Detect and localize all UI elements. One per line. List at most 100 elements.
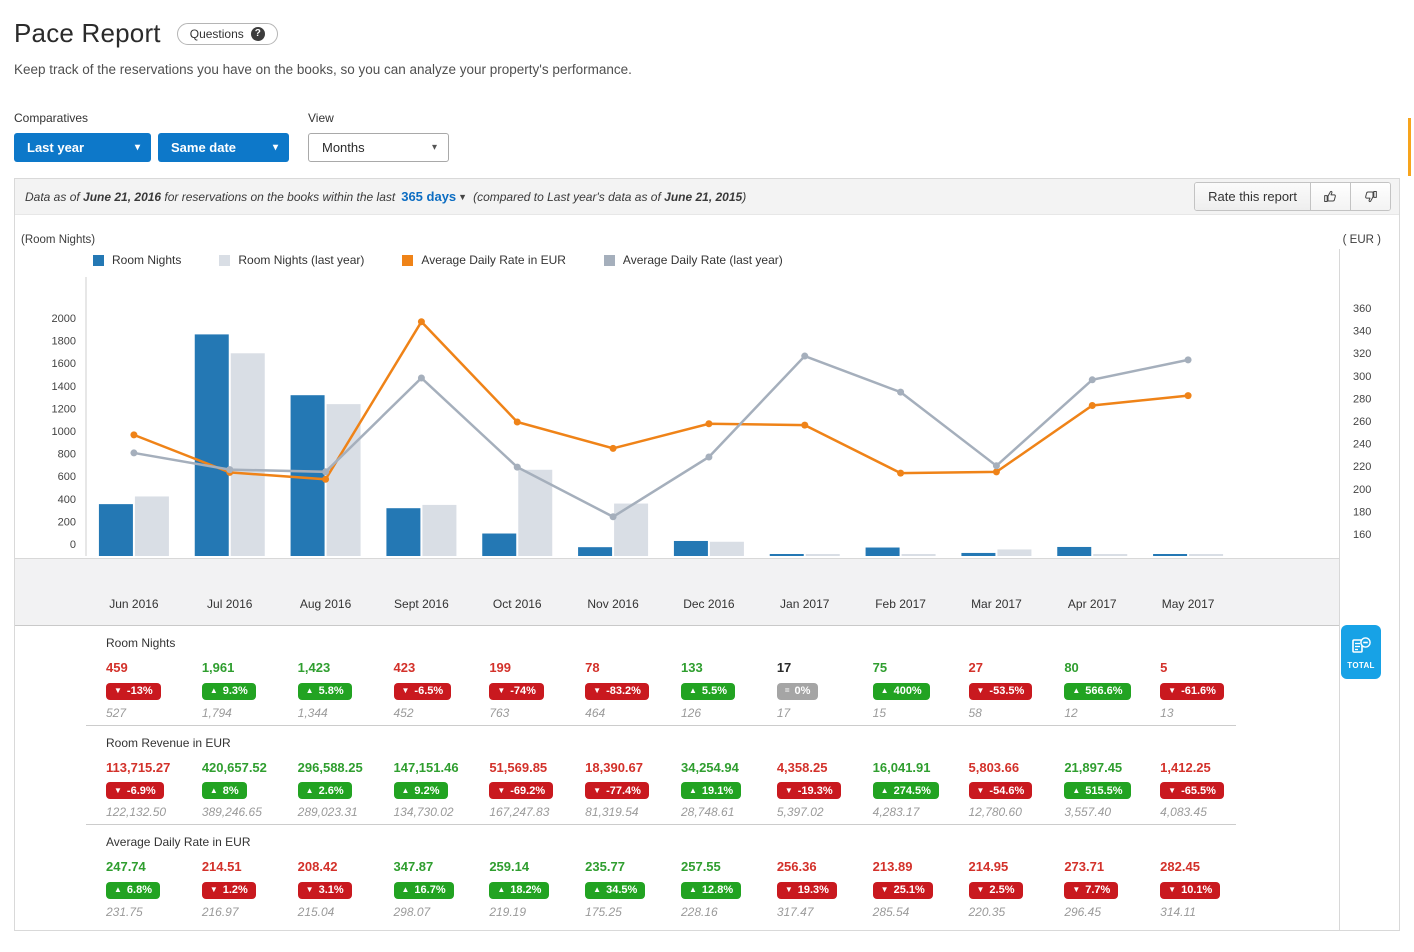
line-point[interactable] bbox=[992, 462, 1000, 470]
thumbs-down-button[interactable] bbox=[1350, 183, 1390, 210]
metric-cell: 133 ▲ 5.5% 126 bbox=[661, 660, 757, 720]
trend-down-icon: ▼ bbox=[593, 686, 602, 695]
line-point[interactable] bbox=[130, 431, 138, 439]
trend-badge: ▲ 400% bbox=[872, 682, 930, 700]
line-point[interactable] bbox=[226, 466, 234, 474]
metric-cell: 51,569.85 ▼ -69.2% 167,247.83 bbox=[469, 760, 565, 819]
trend-badge: ▼ -77.4% bbox=[585, 782, 649, 799]
trend-down-icon: ▼ bbox=[1168, 885, 1177, 894]
last-year-value: 58 bbox=[968, 705, 982, 720]
metric-cell: 5,803.66 ▼ -54.6% 12,780.60 bbox=[949, 760, 1045, 819]
line-point[interactable] bbox=[513, 418, 521, 426]
line-point[interactable] bbox=[130, 449, 138, 457]
trend-up-icon: ▲ bbox=[401, 885, 410, 894]
line-point[interactable] bbox=[513, 463, 521, 471]
bar-room-nights-last-year[interactable] bbox=[1093, 554, 1128, 556]
line-point[interactable] bbox=[1184, 392, 1192, 400]
bar-room-nights[interactable] bbox=[961, 552, 996, 556]
view-dropdown[interactable]: Months ▾ bbox=[308, 133, 449, 162]
legend-item[interactable]: Room Nights (last year) bbox=[219, 253, 364, 267]
bar-room-nights[interactable] bbox=[673, 540, 708, 556]
line-point[interactable] bbox=[801, 421, 809, 429]
line-point[interactable] bbox=[1088, 376, 1096, 384]
line-point[interactable] bbox=[417, 374, 425, 382]
bar-room-nights[interactable] bbox=[290, 395, 325, 556]
bar-room-nights[interactable] bbox=[769, 554, 804, 556]
bar-room-nights-last-year[interactable] bbox=[518, 469, 553, 556]
bar-room-nights[interactable] bbox=[194, 334, 229, 556]
line-point[interactable] bbox=[609, 444, 617, 452]
compared-date: June 21, 2015 bbox=[664, 189, 743, 204]
cell-value: 16,041.91 bbox=[872, 759, 931, 775]
trend-badge: ▼ -54.6% bbox=[968, 782, 1033, 799]
metric-cell: 259.14 ▲ 18.2% 219.19 bbox=[469, 859, 565, 919]
trend-up-icon: ▲ bbox=[689, 885, 697, 894]
metric-cell: 208.42 ▼ 3.1% 215.04 bbox=[278, 859, 374, 919]
bar-room-nights-last-year[interactable] bbox=[997, 549, 1032, 556]
bar-room-nights-last-year[interactable] bbox=[326, 404, 361, 556]
left-axis-tick: 1800 bbox=[52, 336, 76, 348]
line-point[interactable] bbox=[705, 420, 713, 428]
bar-room-nights[interactable] bbox=[386, 508, 421, 556]
line-point[interactable] bbox=[417, 318, 425, 326]
trend-badge: ▲ 274.5% bbox=[872, 782, 939, 799]
pace-report-panel: Data as of June 21, 2016 for reservation… bbox=[14, 178, 1400, 931]
comparative-dropdown-mode[interactable]: Same date ▾ bbox=[158, 133, 289, 162]
legend-item[interactable]: Average Daily Rate (last year) bbox=[603, 253, 783, 267]
trend-percent: 9.2% bbox=[414, 784, 440, 797]
line-point[interactable] bbox=[1088, 402, 1096, 410]
chevron-down-icon[interactable]: ▼ bbox=[458, 191, 468, 202]
legend-swatch-icon bbox=[603, 254, 615, 266]
bar-room-nights[interactable] bbox=[98, 504, 133, 556]
bar-room-nights[interactable] bbox=[578, 547, 613, 556]
last-year-value: 464 bbox=[585, 705, 606, 720]
legend-swatch-icon bbox=[402, 254, 414, 266]
legend-item[interactable]: Average Daily Rate in EUR bbox=[402, 253, 566, 267]
line-point[interactable] bbox=[705, 453, 713, 461]
comparative-dropdown-period[interactable]: Last year ▾ bbox=[14, 133, 151, 162]
bar-room-nights-last-year[interactable] bbox=[709, 541, 744, 556]
bar-room-nights-last-year[interactable] bbox=[134, 496, 169, 556]
filters-bar: Comparatives Last year ▾ Same date ▾ Vie… bbox=[14, 111, 449, 162]
line-point[interactable] bbox=[322, 468, 330, 476]
bar-room-nights[interactable] bbox=[482, 533, 517, 556]
line-point[interactable] bbox=[801, 352, 809, 360]
bar-room-nights-last-year[interactable] bbox=[230, 353, 265, 556]
rate-this-report-button[interactable]: Rate this report bbox=[1195, 183, 1310, 210]
metric-row: 113,715.27 ▼ -6.9% 122,132.50 420,657.52 ▲ 8% 3… bbox=[86, 759, 1236, 819]
trend-badge: ▲ 12.8% bbox=[681, 881, 742, 899]
line-point[interactable] bbox=[609, 513, 617, 521]
bar-room-nights-last-year[interactable] bbox=[805, 554, 840, 556]
left-axis-unit-label: (Room Nights) bbox=[21, 234, 96, 246]
line-point[interactable] bbox=[897, 388, 905, 396]
line-point[interactable] bbox=[1184, 356, 1192, 364]
metric-cell: 257.55 ▲ 12.8% 228.16 bbox=[661, 859, 757, 919]
right-axis-tick: 220 bbox=[1353, 461, 1371, 473]
bar-room-nights[interactable] bbox=[1057, 546, 1092, 556]
last-year-value: 28,748.61 bbox=[681, 805, 735, 819]
line-point[interactable] bbox=[322, 475, 330, 483]
comparative-period-value: Last year bbox=[27, 140, 85, 155]
metric-cell: 459 ▼ -13% 527 bbox=[86, 660, 182, 720]
questions-button[interactable]: Questions ? bbox=[176, 22, 278, 45]
trend-flat-icon: = bbox=[784, 686, 790, 695]
bar-room-nights[interactable] bbox=[865, 547, 900, 556]
trend-badge: ▼ -69.2% bbox=[489, 782, 554, 799]
total-button[interactable]: TOTAL bbox=[1341, 625, 1381, 679]
line-point[interactable] bbox=[897, 469, 905, 477]
last-year-value: 81,319.54 bbox=[585, 805, 639, 819]
trend-percent: 1.2% bbox=[222, 884, 248, 896]
bar-room-nights-last-year[interactable] bbox=[422, 504, 457, 556]
bar-room-nights-last-year[interactable] bbox=[1189, 554, 1224, 556]
last-year-value: 285.54 bbox=[872, 904, 910, 919]
line-point[interactable] bbox=[992, 468, 1000, 476]
metric-cell: 247.74 ▲ 6.8% 231.75 bbox=[86, 859, 182, 919]
thumbs-up-button[interactable] bbox=[1310, 183, 1350, 210]
bar-room-nights-last-year[interactable] bbox=[614, 503, 649, 556]
trend-badge: ▲ 18.2% bbox=[489, 881, 550, 899]
days-dropdown-link[interactable]: 365 days bbox=[401, 189, 457, 204]
bar-room-nights-last-year[interactable] bbox=[901, 554, 936, 556]
bar-room-nights[interactable] bbox=[1153, 554, 1188, 556]
legend-item[interactable]: Room Nights bbox=[93, 253, 181, 267]
trend-down-icon: ▼ bbox=[976, 885, 985, 894]
